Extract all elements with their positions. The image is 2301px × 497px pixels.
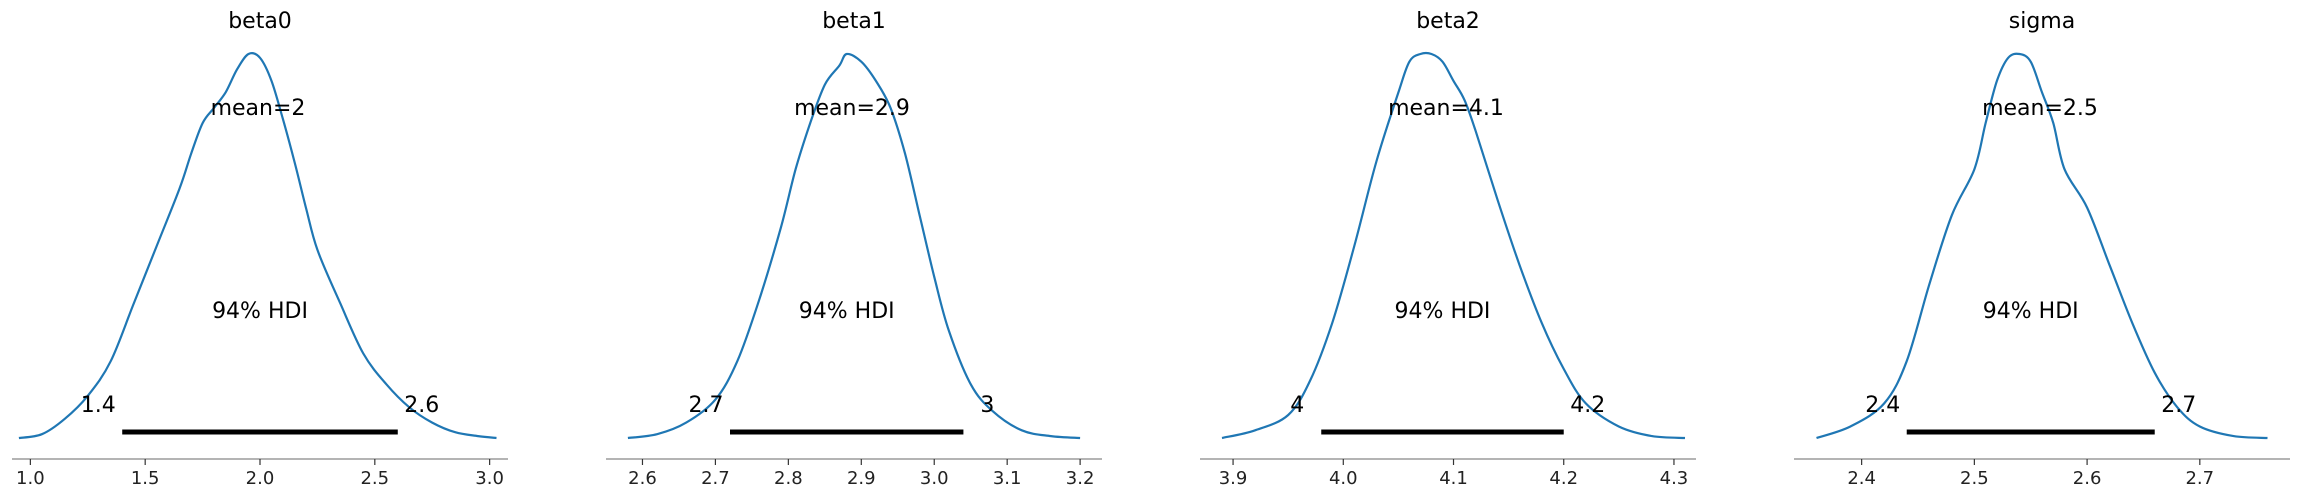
hdi-high-label: 4.2 bbox=[1570, 393, 1605, 418]
x-tick-label: 4.2 bbox=[1549, 468, 1578, 489]
panel-beta0: beta0 mean=2 94% HDI 1.4 2.6 1.0 1.5 2.0 2.5 3.0 bbox=[12, 9, 508, 489]
hdi-low-label: 2.7 bbox=[689, 393, 724, 418]
mean-label: mean=4.1 bbox=[1388, 96, 1504, 121]
x-tick-label: 2.4 bbox=[1847, 468, 1876, 489]
x-tick-label: 1.0 bbox=[16, 468, 45, 489]
hdi-label: 94% HDI bbox=[1395, 299, 1491, 324]
x-tick-label: 2.9 bbox=[847, 468, 876, 489]
x-tick-label: 3.0 bbox=[920, 468, 949, 489]
hdi-label: 94% HDI bbox=[1983, 299, 2079, 324]
panel-beta2: beta2 mean=4.1 94% HDI 4 4.2 3.9 4.0 4.1 4.2 4.3 bbox=[1200, 9, 1696, 489]
x-tick-label: 4.1 bbox=[1439, 468, 1468, 489]
mean-label: mean=2.9 bbox=[794, 96, 910, 121]
panel-title: beta2 bbox=[1416, 9, 1480, 34]
hdi-high-label: 2.7 bbox=[2161, 393, 2196, 418]
panel-title: sigma bbox=[2009, 9, 2075, 34]
mean-label: mean=2.5 bbox=[1982, 96, 2098, 121]
x-tick-label: 3.9 bbox=[1219, 468, 1248, 489]
x-tick-label: 3.1 bbox=[993, 468, 1022, 489]
panel-beta1: beta1 mean=2.9 94% HDI 2.7 3 2.6 2.7 2.8 2.9 3.0 3… bbox=[606, 9, 1102, 489]
x-tick-label: 2.7 bbox=[2185, 468, 2214, 489]
density-line bbox=[627, 52, 1081, 440]
x-tick-label: 3.2 bbox=[1066, 468, 1095, 489]
x-tick-label: 2.6 bbox=[2073, 468, 2102, 489]
hdi-high-label: 3 bbox=[980, 393, 994, 418]
x-tick-label: 4.0 bbox=[1329, 468, 1358, 489]
panel-title: beta1 bbox=[822, 9, 886, 34]
x-tick-label: 2.5 bbox=[360, 468, 389, 489]
density-line bbox=[1221, 51, 1686, 440]
x-tick-label: 1.5 bbox=[131, 468, 160, 489]
x-tick-label: 2.0 bbox=[246, 468, 275, 489]
density-line bbox=[18, 52, 497, 440]
panel-title: beta0 bbox=[228, 9, 292, 34]
mean-label: mean=2 bbox=[211, 96, 306, 121]
hdi-low-label: 1.4 bbox=[81, 393, 116, 418]
x-tick-label: 2.5 bbox=[1960, 468, 1989, 489]
panel-sigma: sigma mean=2.5 94% HDI 2.4 2.7 2.4 2.5 2.6 2.7 bbox=[1794, 9, 2290, 489]
hdi-label: 94% HDI bbox=[799, 299, 895, 324]
hdi-label: 94% HDI bbox=[212, 299, 308, 324]
hdi-low-label: 4 bbox=[1290, 393, 1304, 418]
x-tick-label: 3.0 bbox=[475, 468, 504, 489]
x-tick-label: 2.6 bbox=[628, 468, 657, 489]
x-tick-label: 2.8 bbox=[774, 468, 803, 489]
density-line bbox=[1816, 52, 2268, 440]
hdi-high-label: 2.6 bbox=[404, 393, 439, 418]
x-tick-label: 2.7 bbox=[701, 468, 730, 489]
hdi-low-label: 2.4 bbox=[1865, 393, 1900, 418]
x-tick-label: 4.3 bbox=[1660, 468, 1689, 489]
